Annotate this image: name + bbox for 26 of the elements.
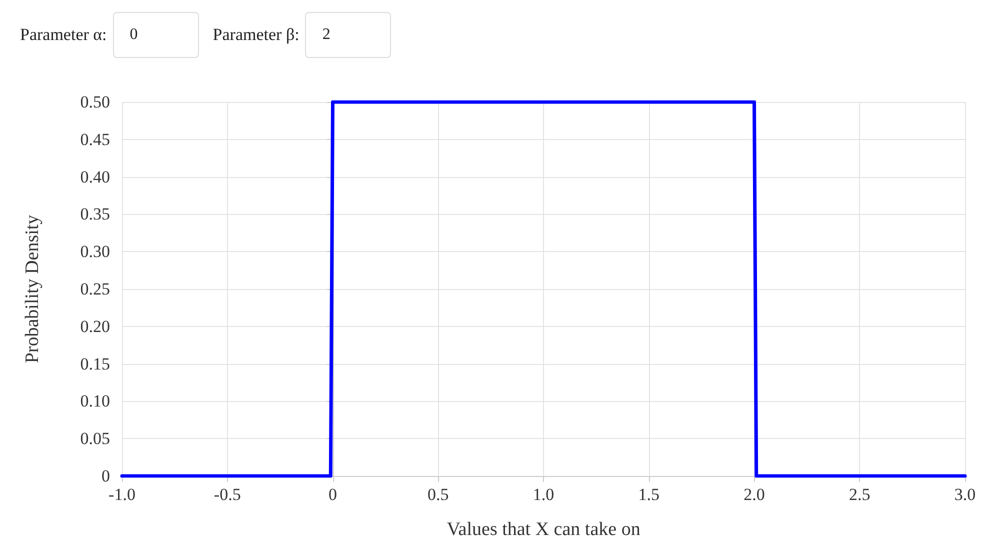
x-axis-title: Values that X can take on [446, 519, 641, 540]
text: Parameter β: [212, 25, 300, 45]
x-tick-label: 3.0 [954, 485, 976, 504]
y-axis-title: Probability Density [22, 214, 43, 364]
y-tick-label: 0.25 [80, 280, 110, 298]
x-tick-label: 2.5 [849, 485, 870, 504]
y-tick-label: 0.40 [80, 167, 110, 186]
x-tick-label: 1.0 [532, 485, 554, 504]
text-field: 2 [305, 12, 392, 58]
x-tick-label: 0 [328, 485, 337, 504]
x-tick-label: 0.5 [428, 485, 449, 504]
y-tick-label: 0.10 [80, 392, 110, 411]
y-tick-label: 0.20 [80, 316, 110, 336]
x-tick-label: 2.0 [744, 485, 765, 504]
x-tick-label: -0.5 [214, 485, 241, 504]
text-field: 0 [112, 12, 199, 58]
y-tick-label: 0.35 [80, 204, 110, 224]
y-tick-label: 0 [102, 466, 110, 486]
y-tick-label: 0.45 [80, 130, 110, 149]
y-tick-label: 0.05 [80, 429, 110, 448]
y-tick-label: 0.15 [80, 354, 110, 374]
text: Parameter α: [20, 25, 107, 45]
x-tick-label: -1.0 [108, 485, 136, 504]
y-tick-label: 0.50 [80, 92, 110, 112]
x-tick-label: 1.5 [638, 485, 660, 504]
y-tick-label: 0.30 [80, 242, 110, 262]
